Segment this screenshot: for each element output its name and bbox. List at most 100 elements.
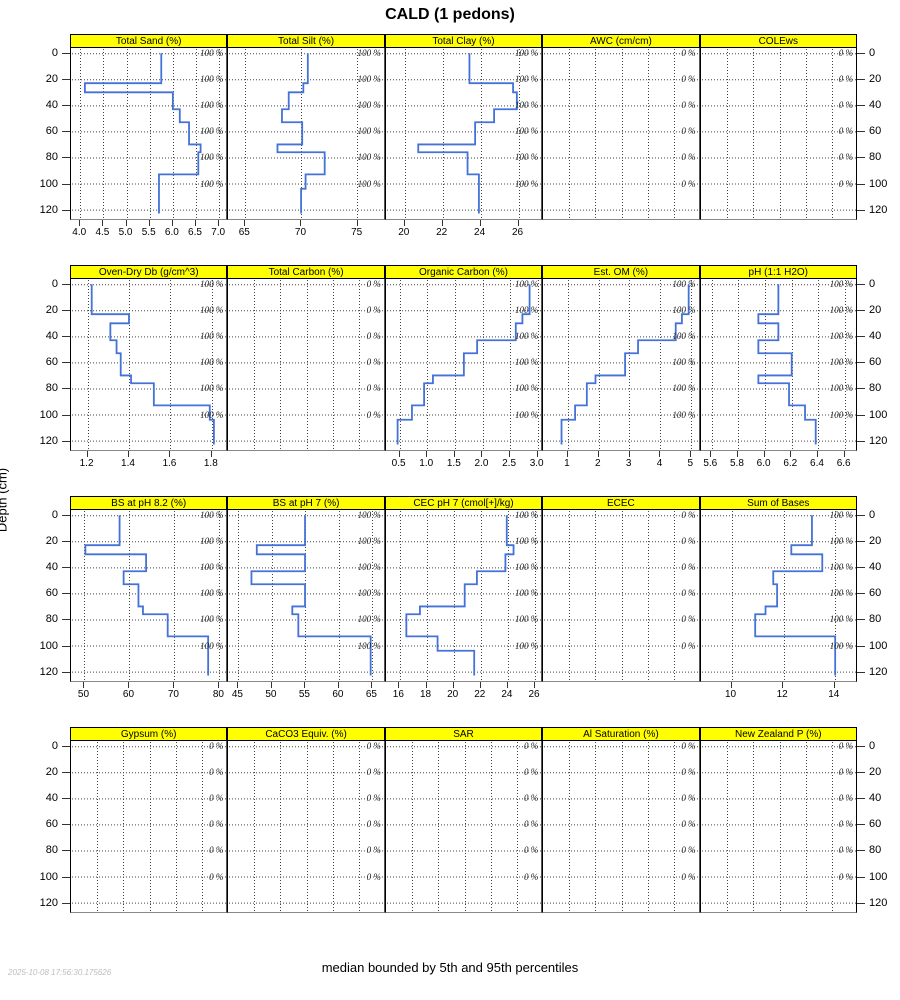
y-tick-label-left: 40 [45, 99, 58, 112]
panel-canvas [229, 742, 384, 912]
x-tick-label: 4 [656, 458, 663, 469]
y-tick-label-right: 40 [869, 561, 882, 574]
x-tick-mark [731, 682, 732, 688]
panel-canvas [72, 280, 227, 450]
y-tick-mark-left [62, 415, 70, 416]
profile-step-line [417, 53, 518, 214]
panel-header-al-saturation: Al Saturation (%) [542, 727, 700, 741]
panel-pct-label: 0 % [838, 767, 853, 778]
y-tick-mark-left [62, 824, 70, 825]
panel-canvas [701, 511, 856, 681]
y-tick-mark-right [857, 362, 865, 363]
panel-pct-label: 100 % [514, 640, 539, 651]
panel-pct-label: 0 % [838, 74, 853, 85]
panel-plot-area [384, 48, 543, 220]
panel-pct-label: 0 % [366, 357, 381, 368]
panel-header-cec-ph-7-cmol-kg: CEC pH 7 (cmol[+]/kg) [384, 496, 543, 510]
panel-pct-label: 0 % [523, 767, 539, 778]
x-tick-label: 1.6 [162, 458, 177, 469]
y-tick-label-left: 100 [39, 639, 58, 652]
panel-pct-label: 0 % [681, 126, 696, 137]
y-tick-mark-left [62, 619, 70, 620]
y-tick-label-left: 100 [39, 408, 58, 421]
x-tick-mark [737, 451, 738, 457]
panel-pct-label: 0 % [838, 100, 853, 111]
y-axis-title: Depth (cm) [0, 467, 10, 533]
panel-header-bs-at-ph-7: BS at pH 7 (%) [227, 496, 385, 510]
y-tick-label-right: 100 [869, 408, 888, 421]
y-tick-mark-right [857, 772, 865, 773]
y-tick-label-left: 80 [45, 382, 58, 395]
x-tick-label: 70 [167, 689, 179, 700]
panel-pct-label: 0 % [838, 793, 853, 804]
x-tick-mark [87, 451, 88, 457]
x-tick-mark [790, 451, 791, 457]
panel-pct-label: 100 % [514, 614, 539, 625]
x-tick-label: 60 [122, 689, 135, 700]
panel-header-sar: SAR [384, 727, 543, 741]
panel-canvas [386, 511, 542, 681]
x-tick-mark [426, 451, 427, 457]
x-tick-label: 1.8 [203, 458, 218, 469]
x-tick-label: 6.5 [188, 227, 202, 238]
y-tick-label-right: 120 [869, 665, 888, 678]
panel-pct-label: 100 % [829, 588, 853, 599]
panel-pct-label: 100 % [829, 640, 853, 651]
x-tick-mark [83, 682, 84, 688]
panel-plot-area [227, 741, 385, 913]
panel-pct-label: 100 % [514, 357, 539, 368]
y-tick-mark-left [62, 746, 70, 747]
y-tick-label-right: 0 [869, 47, 876, 60]
panel-canvas [229, 280, 384, 450]
x-tick-label: 80 [212, 689, 224, 700]
y-tick-label-left: 120 [39, 434, 58, 447]
panel-pct-label: 0 % [681, 614, 696, 625]
y-tick-label-left: 60 [45, 356, 58, 369]
panel-pct-label: 0 % [681, 640, 696, 651]
panel-pct-label: 100 % [514, 562, 539, 573]
panel-pct-label: 100 % [829, 562, 853, 573]
panel-pct-label: 0 % [838, 178, 853, 189]
y-tick-label-right: 20 [869, 535, 882, 548]
panel-pct-label: 0 % [838, 871, 853, 882]
y-tick-mark-left [62, 567, 70, 568]
x-tick-label: 5.5 [141, 227, 156, 238]
x-tick-mark [271, 682, 272, 688]
y-tick-label-left: 120 [39, 203, 58, 216]
panel-canvas [544, 742, 699, 912]
y-tick-label-right: 120 [869, 896, 888, 909]
panel-pct-label: 0 % [209, 793, 224, 804]
y-tick-label-left: 80 [45, 844, 58, 857]
x-tick-mark [398, 682, 399, 688]
y-tick-label-right: 100 [869, 639, 888, 652]
x-tick-label: 5.8 [729, 458, 744, 469]
y-tick-mark-left [62, 184, 70, 185]
panel-pct-label: 100 % [357, 48, 381, 59]
x-tick-mark [126, 220, 127, 226]
panel-pct-label: 100 % [200, 152, 224, 163]
panel-pct-label: 100 % [357, 510, 381, 521]
y-tick-label-right: 80 [869, 382, 882, 395]
y-tick-mark-right [857, 541, 865, 542]
panel-header-colews: COLEws [699, 34, 857, 48]
x-tick-mark [507, 682, 508, 688]
y-tick-mark-left [62, 79, 70, 80]
x-tick-mark [300, 220, 301, 226]
y-tick-label-left: 100 [39, 870, 58, 883]
y-tick-mark-left [62, 131, 70, 132]
x-tick-label: 45 [231, 689, 243, 700]
y-tick-label-left: 60 [45, 587, 58, 600]
x-tick-mark [454, 451, 455, 457]
y-tick-mark-left [62, 646, 70, 647]
y-tick-label-right: 80 [869, 613, 882, 626]
panel-pct-label: 100 % [200, 357, 224, 368]
y-tick-label-right: 60 [869, 587, 882, 600]
y-tick-mark-right [857, 515, 865, 516]
panel-pct-label: 0 % [366, 409, 381, 420]
x-tick-label: 1.0 [419, 458, 434, 469]
x-tick-label: 5.0 [118, 227, 133, 238]
x-tick-label: 70 [294, 227, 307, 238]
panel-header-total-clay: Total Clay (%) [384, 34, 543, 48]
x-tick-mark [509, 451, 510, 457]
panel-pct-label: 0 % [681, 819, 696, 830]
